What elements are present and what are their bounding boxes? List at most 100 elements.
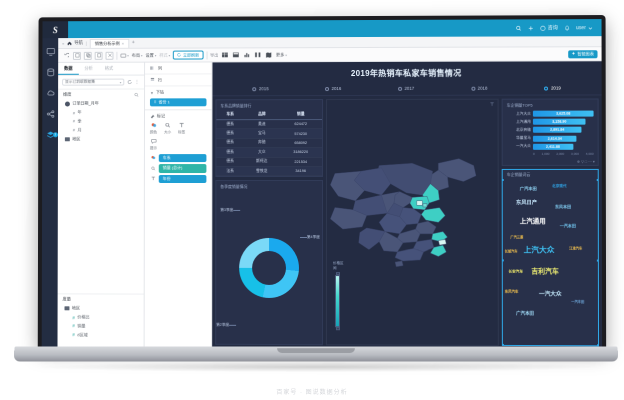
dataset-more-button[interactable]: ⋮ xyxy=(134,79,140,86)
rail-item-dashboard[interactable] xyxy=(46,43,55,57)
mark-color-button[interactable]: 颜色 xyxy=(150,122,157,135)
undo-button[interactable] xyxy=(62,51,70,59)
wordcloud-word[interactable]: 东风汽车 xyxy=(504,289,519,294)
table-row[interactable]: 德系 大众 3186220 xyxy=(216,147,323,158)
year-option-2019[interactable]: 2019 xyxy=(544,85,561,91)
user-menu[interactable]: user xyxy=(576,25,593,31)
chart-type-map[interactable] xyxy=(265,51,273,59)
rail-item-tasks[interactable]: 1 xyxy=(46,126,58,139)
menu-settings[interactable]: 设置 ▾ xyxy=(146,52,157,58)
toolbar-button-clear[interactable] xyxy=(105,51,114,60)
device-selector[interactable]: ▾ xyxy=(120,52,129,58)
tree-node-quarter[interactable]: # 季 xyxy=(58,117,144,126)
wordcloud-word[interactable]: 广汽丰田 xyxy=(519,185,537,191)
refresh-button[interactable]: 立即刷新 xyxy=(173,50,204,60)
dataset-refresh-button[interactable] xyxy=(126,79,132,85)
drill-chip[interactable]: ⠿ 省份 1 xyxy=(149,98,207,107)
wordcloud-word[interactable]: 东风日产 xyxy=(516,200,537,207)
rail-item-share[interactable] xyxy=(46,106,55,119)
help-button[interactable]: 咨询 xyxy=(540,24,558,31)
mark-chip-series[interactable]: 车系 xyxy=(158,153,207,163)
wordcloud-word[interactable]: 一汽大众 xyxy=(538,291,562,298)
table-row[interactable]: 德系 斯柯达 221534 xyxy=(216,157,323,167)
year-option-2016[interactable]: 2016 xyxy=(325,86,341,91)
measure-node-price[interactable]: # 价格比 xyxy=(58,313,144,322)
tabstrip-collapse-icon[interactable]: « xyxy=(62,40,65,46)
bar-row[interactable]: 上汽大众 3,625.08 xyxy=(507,110,594,117)
tree-node-date[interactable]: 订单日期_月年 xyxy=(58,99,144,108)
notification-button[interactable] xyxy=(564,25,570,31)
search-button[interactable] xyxy=(516,25,522,31)
tab-close-icon[interactable]: × xyxy=(121,40,125,46)
shelf-columns[interactable]: 列 xyxy=(145,62,212,75)
year-option-2018[interactable]: 2018 xyxy=(471,86,487,91)
wordcloud-word[interactable]: 长安汽车 xyxy=(508,269,524,274)
bar-row[interactable]: 华晨宝马 2,614.34 xyxy=(507,135,594,142)
toolbar-button-save[interactable] xyxy=(72,51,81,60)
wordcloud-word[interactable]: 一汽本田 xyxy=(559,223,576,229)
dataset-select[interactable]: 显示已划取数据集 ▾ xyxy=(62,78,125,86)
toolbar-button-paste[interactable] xyxy=(94,51,103,60)
mark-chip-sales[interactable]: 销量 (总计) xyxy=(158,164,207,173)
rail-item-cloud[interactable] xyxy=(46,85,55,97)
wordcloud-word[interactable]: 广汽本田 xyxy=(516,310,534,317)
wordcloud-word[interactable]: 上汽大众 xyxy=(523,244,555,255)
table-row[interactable]: 德系 宝马 574230 xyxy=(216,128,323,139)
wordcloud-word[interactable]: 长城汽车 xyxy=(504,249,518,254)
card-wordcloud[interactable]: 车企销量词云 广汽丰田 北京现代 东风日产 东风本田 上汽通用 一 xyxy=(501,168,600,347)
tab-home[interactable]: 导航 xyxy=(67,40,83,46)
toolbar-button-copy[interactable] xyxy=(83,51,92,60)
tree-node-year[interactable]: # 年 xyxy=(58,108,144,117)
tab-item-0[interactable]: 销售分析示例 × xyxy=(89,38,129,48)
selection-handle-mr[interactable] xyxy=(596,259,600,262)
table-row[interactable]: 德系 奔驰 658092 xyxy=(216,138,323,148)
app-logo[interactable]: S xyxy=(42,21,69,39)
wordcloud-word[interactable]: 上汽通用 xyxy=(519,218,546,226)
tab-add-button[interactable]: + xyxy=(131,39,135,46)
card-china-map[interactable]: 价格区间 xyxy=(325,98,499,346)
year-option-2017[interactable]: 2017 xyxy=(397,86,414,91)
smart-chart-button[interactable]: 智能图表 xyxy=(567,49,598,58)
menu-more[interactable]: 更多 ▾ xyxy=(276,52,287,58)
rail-item-dataset[interactable] xyxy=(46,64,55,77)
mark-chip-year[interactable]: 年份 xyxy=(158,174,207,183)
wordcloud-word[interactable]: 东风本田 xyxy=(554,203,572,209)
add-button[interactable] xyxy=(528,25,534,31)
table-row[interactable]: 德系 奥迪 624472 xyxy=(216,119,323,130)
wordcloud-word[interactable]: 北京现代 xyxy=(552,183,567,188)
wordcloud-word[interactable]: 江淮汽车 xyxy=(569,246,583,251)
selection-handle-tl[interactable] xyxy=(501,178,505,182)
bar-row[interactable]: 北京奔驰 2,891.84 xyxy=(507,127,594,134)
chart-type-pivot[interactable] xyxy=(254,51,262,59)
mark-label-button[interactable]: 标签 xyxy=(178,122,185,135)
measure-node-area[interactable]: # ర区域 xyxy=(58,330,144,339)
tab-analysis[interactable]: 分析 xyxy=(84,65,93,71)
measure-node-region[interactable]: 地区 xyxy=(58,304,144,313)
export-label[interactable]: 导出 xyxy=(210,51,219,57)
chart-type-card[interactable] xyxy=(232,51,240,59)
wordcloud-word[interactable]: 一汽丰田 xyxy=(571,299,585,304)
wordcloud-word[interactable]: 广汽三菱 xyxy=(510,234,524,240)
selection-handle-tr[interactable] xyxy=(596,178,599,182)
tab-format[interactable]: 格式 xyxy=(104,65,114,71)
wordcloud-word[interactable]: 吉利汽车 xyxy=(531,268,559,276)
bar-row[interactable]: 一汽大众 2,411.88 xyxy=(507,143,594,150)
donut-chart[interactable]: 第3季度 第4季度 第2季度 xyxy=(216,191,322,344)
menu-layout[interactable]: 布局 ▾ xyxy=(132,52,143,58)
selection-handle-ml[interactable] xyxy=(501,259,505,262)
tree-node-region[interactable]: 地区 xyxy=(58,134,144,143)
table-row[interactable]: 法系 雪铁龙 34196 xyxy=(216,166,323,176)
tab-data[interactable]: 数据 xyxy=(58,62,79,75)
measure-node-sales[interactable]: # 销量 xyxy=(58,322,144,331)
bar-row[interactable]: 上汽通用 3,158.90 xyxy=(507,118,594,125)
chart-type-table[interactable] xyxy=(221,51,229,59)
shelf-rows[interactable]: 行 xyxy=(145,74,212,87)
mark-tooltip-button[interactable]: 提示 xyxy=(150,138,157,151)
year-option-2015[interactable]: 2015 xyxy=(252,86,269,91)
search-icon[interactable] xyxy=(134,92,140,97)
top5-bar-chart[interactable]: 上汽大众 3,625.08 上汽通用 xyxy=(503,110,598,159)
chart-type-bar[interactable] xyxy=(243,51,251,59)
mark-size-button[interactable]: 大小 xyxy=(164,122,171,135)
card-top5-toolbar[interactable]: ⊕ ▽ □ ⋯ ▾ xyxy=(577,159,595,164)
wordcloud[interactable]: 广汽丰田 北京现代 东风日产 东风本田 上汽通用 一汽本田 广汽三菱 xyxy=(501,178,600,347)
